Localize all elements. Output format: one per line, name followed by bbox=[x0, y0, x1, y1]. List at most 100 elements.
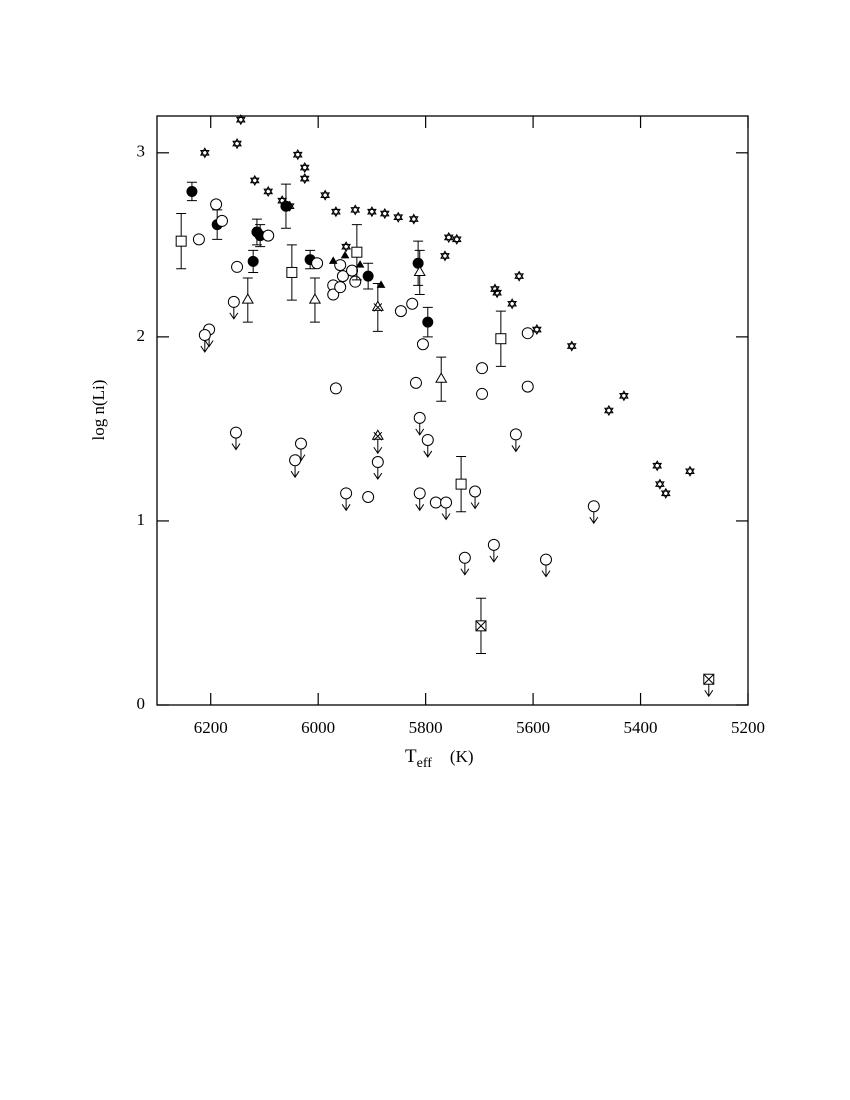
marker bbox=[619, 392, 629, 402]
marker bbox=[495, 333, 507, 345]
data-point bbox=[263, 185, 274, 198]
marker bbox=[587, 500, 600, 513]
marker bbox=[334, 259, 347, 272]
y-tick-label: 0 bbox=[137, 694, 146, 713]
marker bbox=[422, 316, 434, 328]
data-point bbox=[299, 161, 310, 174]
marker bbox=[328, 256, 338, 264]
data-point bbox=[341, 241, 351, 253]
data-point bbox=[247, 255, 259, 267]
marker bbox=[249, 174, 260, 184]
data-point bbox=[210, 198, 223, 211]
data-point bbox=[435, 372, 448, 383]
data-point bbox=[416, 338, 429, 351]
marker bbox=[186, 185, 198, 197]
marker bbox=[235, 114, 246, 123]
data-point bbox=[340, 487, 353, 512]
data-point bbox=[311, 257, 324, 270]
data-point bbox=[455, 478, 467, 490]
data-point bbox=[408, 213, 419, 225]
marker bbox=[232, 140, 242, 150]
marker bbox=[476, 362, 489, 375]
data-point bbox=[492, 287, 502, 299]
marker bbox=[514, 270, 524, 279]
data-point bbox=[413, 265, 426, 276]
data-point bbox=[336, 270, 349, 283]
data-point bbox=[334, 259, 347, 272]
marker bbox=[192, 233, 205, 246]
marker bbox=[262, 229, 275, 242]
marker bbox=[603, 407, 614, 417]
data-point bbox=[409, 376, 422, 389]
marker bbox=[350, 207, 361, 216]
data-point bbox=[286, 266, 298, 278]
marker bbox=[299, 175, 310, 185]
marker bbox=[514, 273, 524, 282]
data-point bbox=[603, 404, 614, 417]
data-point bbox=[507, 298, 518, 310]
x-tick-label: 5800 bbox=[409, 718, 443, 737]
data-point bbox=[394, 305, 407, 318]
marker bbox=[331, 206, 341, 215]
marker bbox=[393, 214, 404, 223]
marker bbox=[531, 326, 542, 336]
marker bbox=[362, 270, 374, 282]
marker bbox=[299, 161, 310, 171]
plot-frame bbox=[156, 115, 749, 706]
marker bbox=[603, 404, 614, 414]
marker bbox=[229, 426, 242, 439]
marker bbox=[521, 327, 534, 340]
data-point bbox=[277, 195, 288, 207]
data-point bbox=[476, 387, 489, 400]
marker-cross bbox=[475, 620, 487, 632]
x-tick-label: 6000 bbox=[301, 718, 335, 737]
data-point bbox=[371, 300, 384, 312]
marker bbox=[408, 213, 419, 222]
marker bbox=[336, 270, 349, 283]
marker bbox=[492, 289, 502, 299]
marker bbox=[299, 172, 310, 182]
marker-cross bbox=[373, 431, 383, 441]
marker bbox=[247, 255, 259, 267]
data-point bbox=[235, 114, 246, 126]
marker bbox=[660, 487, 671, 497]
marker bbox=[408, 216, 419, 225]
x-axis-label: Teff (K) bbox=[405, 746, 474, 771]
data-point bbox=[619, 390, 629, 402]
marker bbox=[292, 149, 303, 158]
data-point bbox=[379, 207, 390, 220]
marker bbox=[487, 538, 500, 551]
data-point bbox=[451, 233, 462, 245]
data-point bbox=[299, 172, 310, 185]
marker bbox=[320, 192, 331, 201]
y-tick-label: 2 bbox=[137, 326, 146, 345]
data-point bbox=[175, 235, 187, 247]
marker bbox=[334, 281, 347, 294]
data-point bbox=[199, 147, 210, 159]
marker bbox=[440, 253, 450, 262]
marker bbox=[210, 198, 223, 211]
data-point bbox=[587, 500, 600, 525]
marker bbox=[521, 380, 534, 393]
marker bbox=[308, 293, 322, 304]
marker bbox=[429, 496, 442, 509]
marker bbox=[451, 233, 462, 243]
marker bbox=[371, 429, 384, 440]
x-label-symbol: T bbox=[405, 746, 417, 767]
data-point bbox=[655, 478, 665, 490]
data-point bbox=[320, 189, 331, 201]
data-point bbox=[475, 620, 487, 632]
marker bbox=[367, 208, 377, 218]
marker bbox=[263, 185, 274, 195]
data-point bbox=[216, 214, 229, 227]
data-point bbox=[262, 229, 275, 242]
marker bbox=[367, 206, 377, 215]
marker bbox=[350, 204, 361, 213]
data-point bbox=[351, 246, 363, 258]
data-point bbox=[440, 250, 450, 262]
data-point bbox=[232, 138, 242, 150]
data-point bbox=[249, 174, 260, 187]
x-tick-label: 5200 bbox=[731, 718, 765, 737]
marker bbox=[241, 293, 254, 304]
